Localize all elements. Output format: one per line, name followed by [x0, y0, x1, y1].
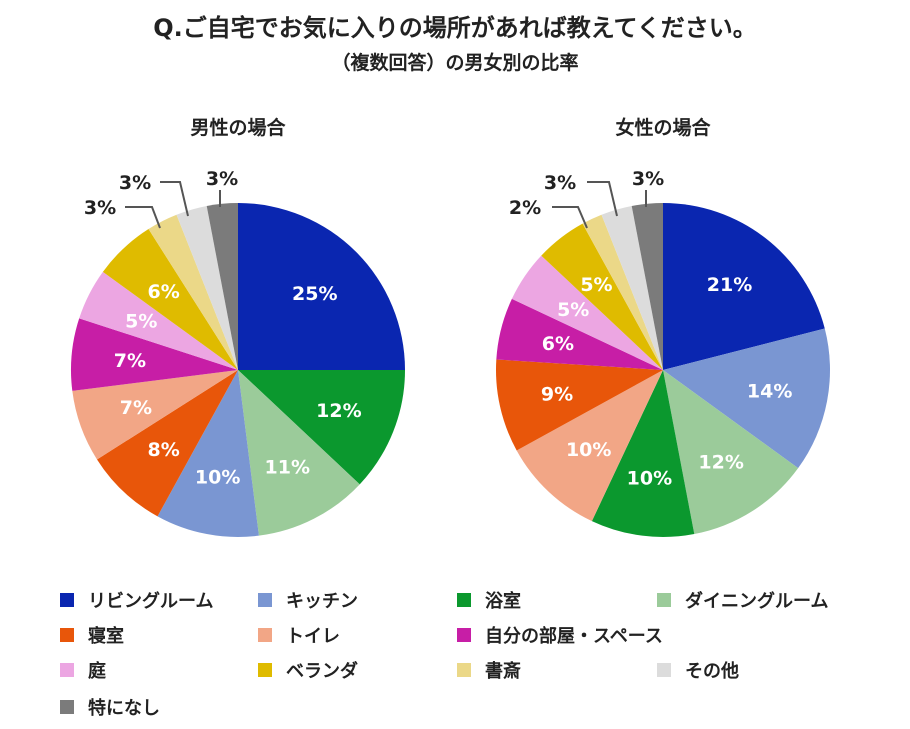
legend-swatch — [60, 593, 74, 607]
data-label: 11% — [265, 457, 310, 479]
legend-swatch — [258, 628, 272, 642]
legend-swatch — [60, 628, 74, 642]
pie-slice — [148, 214, 238, 370]
pie-slice — [206, 203, 238, 370]
legend-label: その他 — [685, 661, 739, 682]
data-label: 10% — [627, 468, 672, 490]
data-label: 5% — [125, 311, 157, 333]
pie-slice — [591, 370, 695, 537]
data-label: 5% — [557, 299, 589, 321]
pie-slice — [663, 328, 831, 469]
pie-slice — [238, 370, 360, 536]
pie-slice — [71, 318, 238, 391]
legend-swatch — [60, 700, 74, 714]
legend-item: 書斎 — [457, 657, 521, 683]
data-label: 21% — [707, 274, 752, 296]
data-label: 12% — [698, 452, 743, 474]
legend-label: 寝室 — [88, 626, 124, 647]
pie-slice — [102, 228, 238, 370]
legend-swatch — [457, 663, 471, 677]
leader-line — [125, 206, 161, 229]
pie-slice — [516, 370, 663, 522]
legend-item: 庭 — [60, 657, 106, 683]
leader-line — [160, 181, 189, 217]
legend-item: 浴室 — [457, 587, 521, 613]
data-label: 6% — [542, 333, 574, 355]
chart-subtitle: （複数回答）の男女別の比率 — [331, 52, 579, 74]
legend-label: ダイニングルーム — [685, 591, 829, 612]
legend-swatch — [657, 593, 671, 607]
legend-label: 庭 — [88, 661, 106, 682]
data-label: 5% — [580, 274, 612, 296]
data-label: 12% — [316, 400, 361, 422]
legend-label: 特になし — [88, 698, 160, 719]
data-label: 14% — [747, 380, 792, 402]
legend-item: リビングルーム — [60, 587, 213, 613]
male-pie-title: 男性の場合 — [190, 117, 286, 139]
data-label: 3% — [632, 168, 664, 190]
chart-title: Q.ご自宅でお気に入りの場所があれば教えてください。 — [153, 14, 757, 42]
legend-label: 自分の部屋・スペース — [485, 626, 663, 647]
legend-item: 自分の部屋・スペース — [457, 622, 663, 648]
pie-slice — [176, 205, 238, 370]
data-label: 25% — [292, 283, 337, 305]
data-label: 3% — [119, 172, 151, 194]
pie-slice — [79, 271, 239, 370]
data-label: 2% — [509, 197, 541, 219]
pie-slice — [496, 298, 663, 370]
data-label: 9% — [541, 384, 573, 406]
data-label: 10% — [566, 439, 611, 461]
pie-slice — [157, 370, 259, 537]
pie-slice — [238, 370, 405, 485]
female-pie-title: 女性の場合 — [615, 117, 711, 139]
data-label: 3% — [206, 168, 238, 190]
pie-slice — [582, 214, 663, 370]
legend-item: キッチン — [258, 587, 358, 613]
pie-slice — [601, 205, 663, 370]
leader-line — [587, 181, 618, 217]
pie-slice — [496, 359, 663, 451]
legend-swatch — [457, 593, 471, 607]
pie-slice — [238, 203, 405, 370]
legend-swatch — [457, 628, 471, 642]
data-label: 6% — [148, 281, 180, 303]
legend-label: ベランダ — [286, 661, 358, 682]
data-label: 7% — [120, 397, 152, 419]
legend-label: リビングルーム — [88, 591, 214, 612]
pie-slice — [663, 203, 825, 370]
legend-label: 書斎 — [485, 661, 521, 682]
pie-slice — [541, 223, 663, 370]
legend-swatch — [60, 663, 74, 677]
legend-swatch — [258, 663, 272, 677]
data-label: 10% — [195, 467, 240, 489]
legend-item: ダイニングルーム — [657, 587, 828, 613]
legend-label: 浴室 — [485, 591, 521, 612]
legend-label: トイレ — [286, 626, 340, 647]
pie-slice — [72, 370, 239, 460]
pie-slice — [96, 370, 238, 517]
data-label: 3% — [84, 197, 116, 219]
legend-item: 特になし — [60, 694, 160, 720]
legend-item: その他 — [657, 657, 739, 683]
data-label: 3% — [544, 172, 576, 194]
pie-slice — [631, 203, 663, 370]
pie-slice — [511, 255, 663, 370]
legend-item: ベランダ — [258, 657, 358, 683]
legend-item: 寝室 — [60, 622, 124, 648]
legend-item: トイレ — [258, 622, 340, 648]
pie-slice — [663, 370, 799, 535]
legend-swatch — [657, 663, 671, 677]
legend-label: キッチン — [286, 591, 358, 612]
data-label: 7% — [114, 350, 146, 372]
leader-line — [552, 206, 588, 229]
data-label: 8% — [148, 439, 180, 461]
legend-swatch — [258, 593, 272, 607]
